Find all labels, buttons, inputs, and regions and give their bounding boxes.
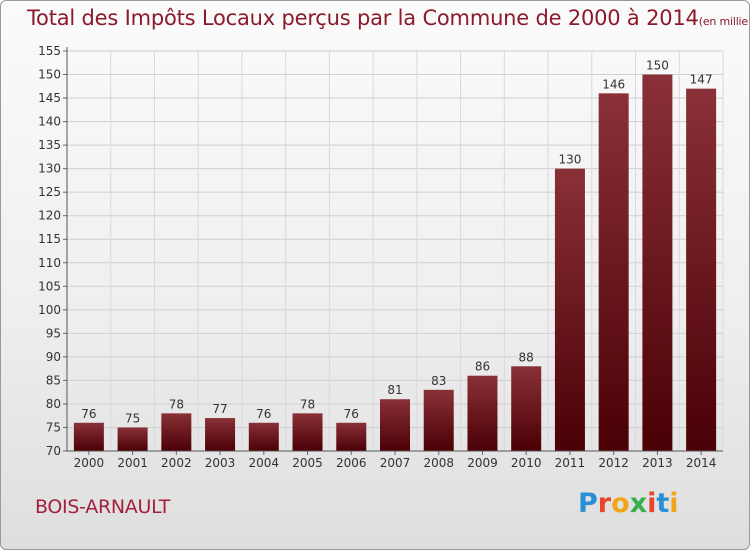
x-tick-label: 2008 xyxy=(423,456,454,470)
x-tick-label: 2003 xyxy=(205,456,236,470)
labels: 70 75 80 85 90 95 100 105 110 115 120 125 130 135 140 1… xyxy=(38,44,716,470)
y-tick-label: 135 xyxy=(38,138,61,152)
bar xyxy=(686,88,717,451)
bar-value-label: 78 xyxy=(300,397,315,411)
axes xyxy=(63,47,723,455)
bar xyxy=(248,422,279,451)
bar xyxy=(292,413,323,451)
commune-name: BOIS-ARNAULT xyxy=(35,496,171,518)
y-tick-label: 90 xyxy=(46,350,61,364)
y-tick-label: 150 xyxy=(38,68,61,82)
bar-value-label: 130 xyxy=(558,153,581,167)
x-tick-label: 2001 xyxy=(117,456,148,470)
bar-value-label: 150 xyxy=(646,59,669,73)
x-tick-label: 2000 xyxy=(74,456,105,470)
bar-value-label: 78 xyxy=(169,397,184,411)
bars xyxy=(73,74,717,452)
bar xyxy=(598,93,629,452)
bar xyxy=(511,366,542,451)
bar-value-label: 75 xyxy=(125,411,140,425)
bar-value-label: 76 xyxy=(81,407,96,421)
bar-value-label: 76 xyxy=(256,407,271,421)
bar xyxy=(554,168,585,451)
bar xyxy=(161,413,192,451)
y-tick-label: 110 xyxy=(38,256,61,270)
x-tick-label: 2004 xyxy=(249,456,280,470)
x-tick-label: 2013 xyxy=(642,456,673,470)
bar-value-label: 88 xyxy=(519,350,534,364)
bar-value-label: 81 xyxy=(387,383,402,397)
bar-value-label: 146 xyxy=(602,77,625,91)
logo-letter: P xyxy=(578,488,598,519)
y-tick-label: 130 xyxy=(38,162,61,176)
bar xyxy=(73,422,104,451)
logo-letter: t xyxy=(656,488,670,519)
y-tick-label: 70 xyxy=(46,444,61,458)
bar-value-label: 86 xyxy=(475,360,490,374)
bar-value-label: 76 xyxy=(344,407,359,421)
proxiti-logo: Proxiti xyxy=(578,488,679,519)
logo-letter: i xyxy=(647,488,657,519)
y-tick-label: 125 xyxy=(38,185,61,199)
bar xyxy=(423,389,454,451)
y-tick-label: 75 xyxy=(46,420,61,434)
bar xyxy=(117,427,148,451)
y-tick-label: 80 xyxy=(46,397,61,411)
x-tick-label: 2011 xyxy=(555,456,586,470)
bar xyxy=(642,74,673,451)
chart-title-unit: (en milliers d'€) xyxy=(698,15,749,28)
y-tick-label: 120 xyxy=(38,209,61,223)
bar-value-label: 147 xyxy=(690,73,713,87)
y-tick-label: 155 xyxy=(38,44,61,58)
bar xyxy=(336,422,367,451)
logo-letter: x xyxy=(629,488,648,519)
x-tick-label: 2009 xyxy=(467,456,498,470)
x-tick-label: 2012 xyxy=(598,456,629,470)
x-tick-label: 2006 xyxy=(336,456,367,470)
y-tick-label: 100 xyxy=(38,303,61,317)
x-tick-label: 2014 xyxy=(686,456,717,470)
bar-value-label: 77 xyxy=(212,402,227,416)
y-tick-label: 145 xyxy=(38,91,61,105)
y-tick-label: 115 xyxy=(38,232,61,246)
bar xyxy=(380,399,410,451)
logo-letter: i xyxy=(669,488,679,519)
y-tick-label: 105 xyxy=(38,279,61,293)
bar-value-label: 83 xyxy=(431,374,446,388)
logo-letter: r xyxy=(597,488,612,519)
bar xyxy=(467,375,498,451)
chart-title-text: Total des Impôts Locaux perçus par la Co… xyxy=(27,6,699,30)
chart-title: Total des Impôts Locaux perçus par la Co… xyxy=(27,6,749,30)
y-tick-label: 85 xyxy=(46,373,61,387)
y-tick-label: 140 xyxy=(38,115,61,129)
x-tick-label: 2002 xyxy=(161,456,192,470)
x-tick-label: 2010 xyxy=(511,456,542,470)
bar xyxy=(205,418,236,451)
logo-letter: o xyxy=(611,488,630,519)
x-tick-label: 2007 xyxy=(380,456,411,470)
x-tick-label: 2005 xyxy=(292,456,323,470)
y-tick-label: 95 xyxy=(46,326,61,340)
